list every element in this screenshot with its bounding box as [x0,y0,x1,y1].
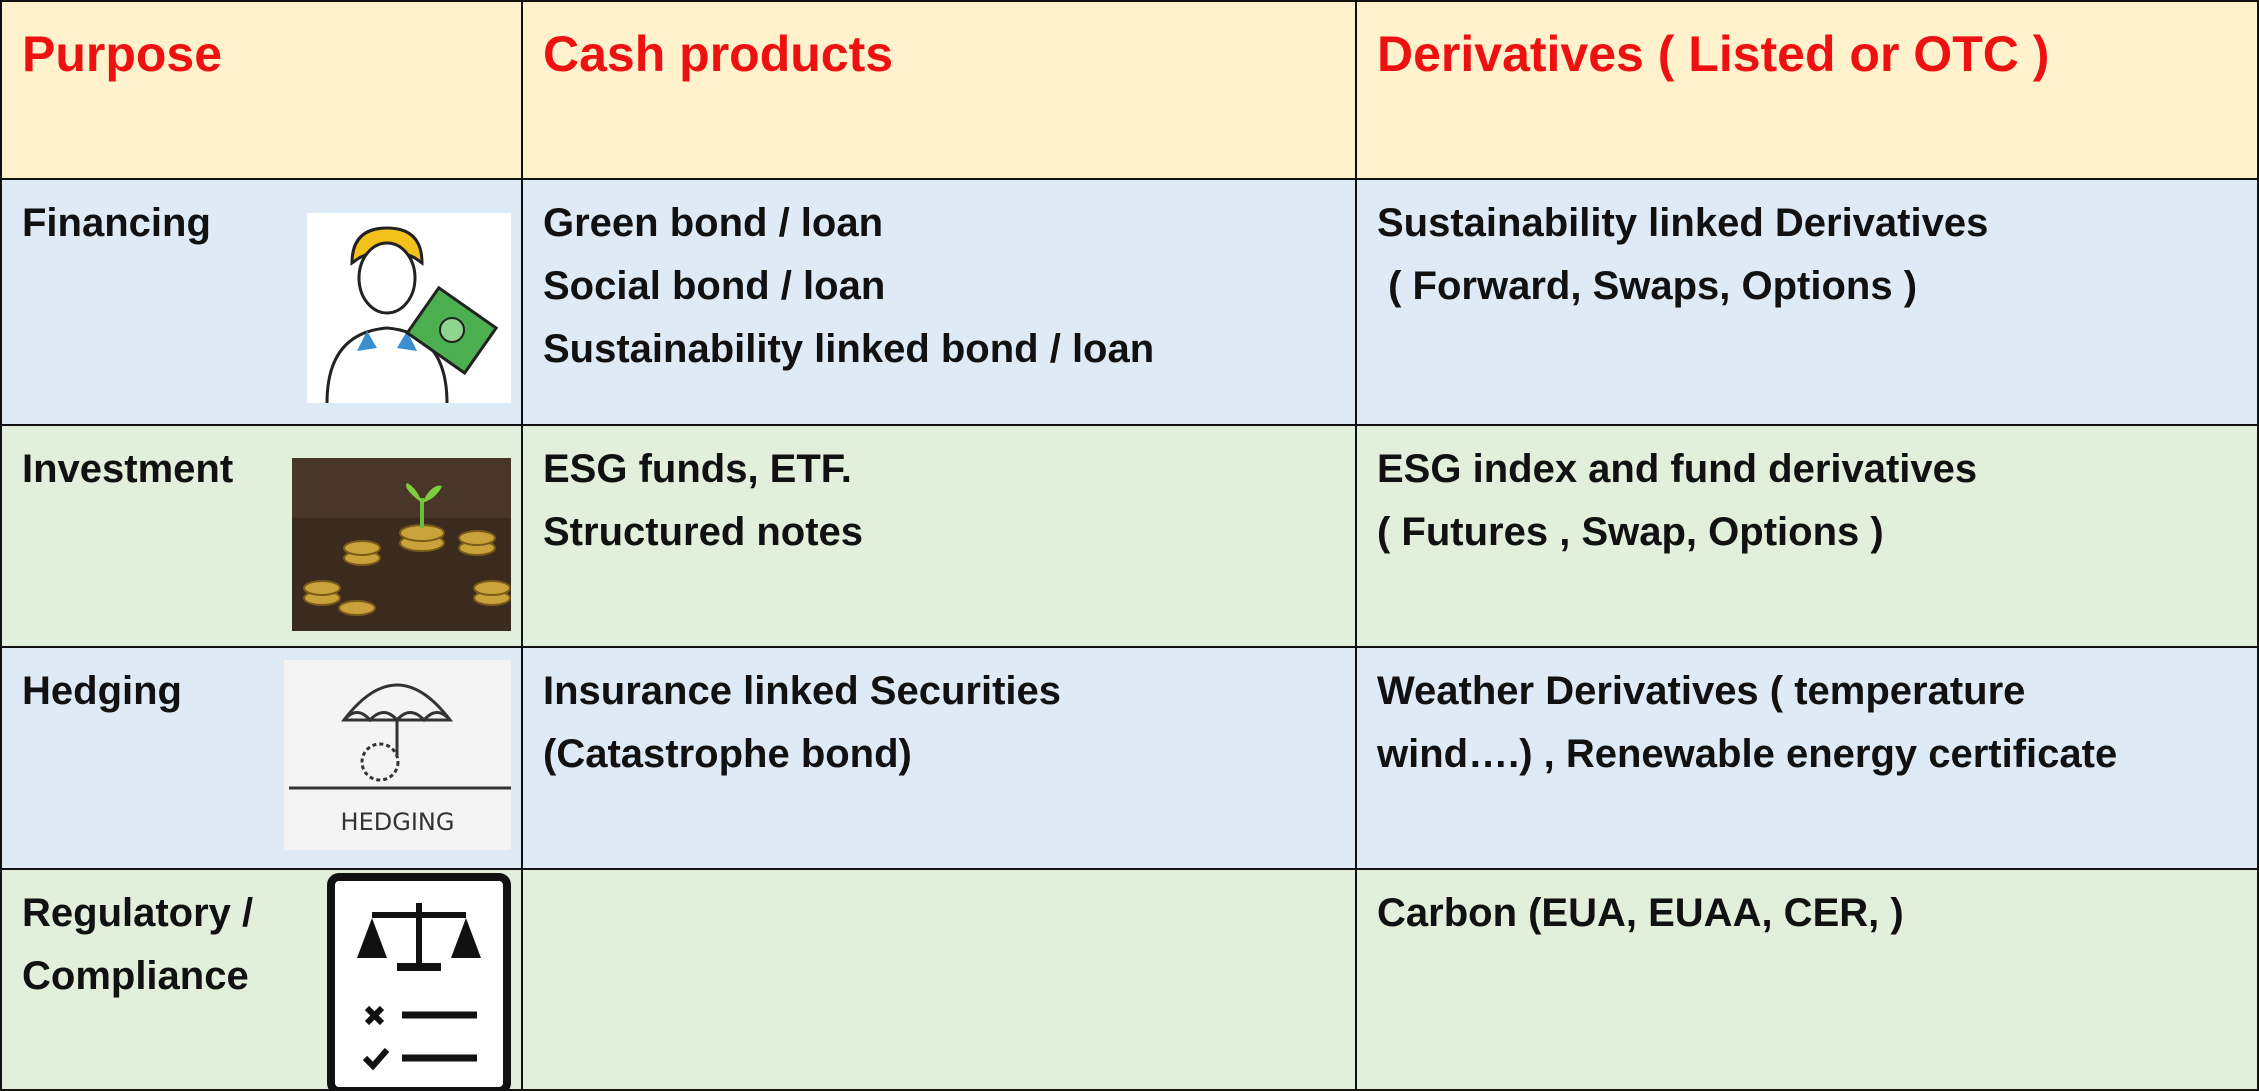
header-text: Cash products [543,24,1355,84]
financing-icon [307,213,511,403]
investment-image [292,458,511,631]
table-cell: ESG funds, ETF.Structured notes [523,426,1357,648]
cash-text: Structured notes [543,501,1355,564]
header-cell: Purpose [0,0,523,180]
table-cell: Sustainability linked Derivatives ( Forw… [1357,180,2259,426]
cash-text: Insurance linked Securities [543,660,1355,723]
header-text: Derivatives ( Listed or OTC ) [1377,24,2257,84]
derivatives-text: Sustainability linked Derivatives [1377,192,2257,255]
cash-text: Social bond / loan [543,255,1355,318]
page: Purpose Cash products Derivatives ( Listed… [0,0,2259,1091]
cash-text: (Catastrophe bond) [543,723,1355,786]
table-cell: Carbon (EUA, EUAA, CER, ) [1357,870,2259,1091]
derivatives-text: Weather Derivatives ( temperature [1377,660,2257,723]
compliance-icon [327,873,511,1091]
derivatives-text: ESG index and fund derivatives [1377,438,2257,501]
table-cell [523,870,1357,1091]
derivatives-text: ( Futures , Swap, Options ) [1377,501,2257,564]
derivatives-text: Carbon (EUA, EUAA, CER, ) [1377,882,2257,945]
cash-text: ESG funds, ETF. [543,438,1355,501]
table-cell: ESG index and fund derivatives( Futures … [1357,426,2259,648]
derivatives-text: ( Forward, Swaps, Options ) [1377,255,2257,318]
cash-text: Green bond / loan [543,192,1355,255]
icon-text: HEDGING [284,808,511,836]
header-cell: Derivatives ( Listed or OTC ) [1357,0,2259,180]
table-cell: Insurance linked Securities(Catastrophe … [523,648,1357,870]
header-cell: Cash products [523,0,1357,180]
derivatives-text: wind….) , Renewable energy certificate [1377,723,2257,786]
hedging-icon: HEDGING [284,660,511,850]
cash-text: Sustainability linked bond / loan [543,318,1355,381]
header-text: Purpose [22,24,521,84]
